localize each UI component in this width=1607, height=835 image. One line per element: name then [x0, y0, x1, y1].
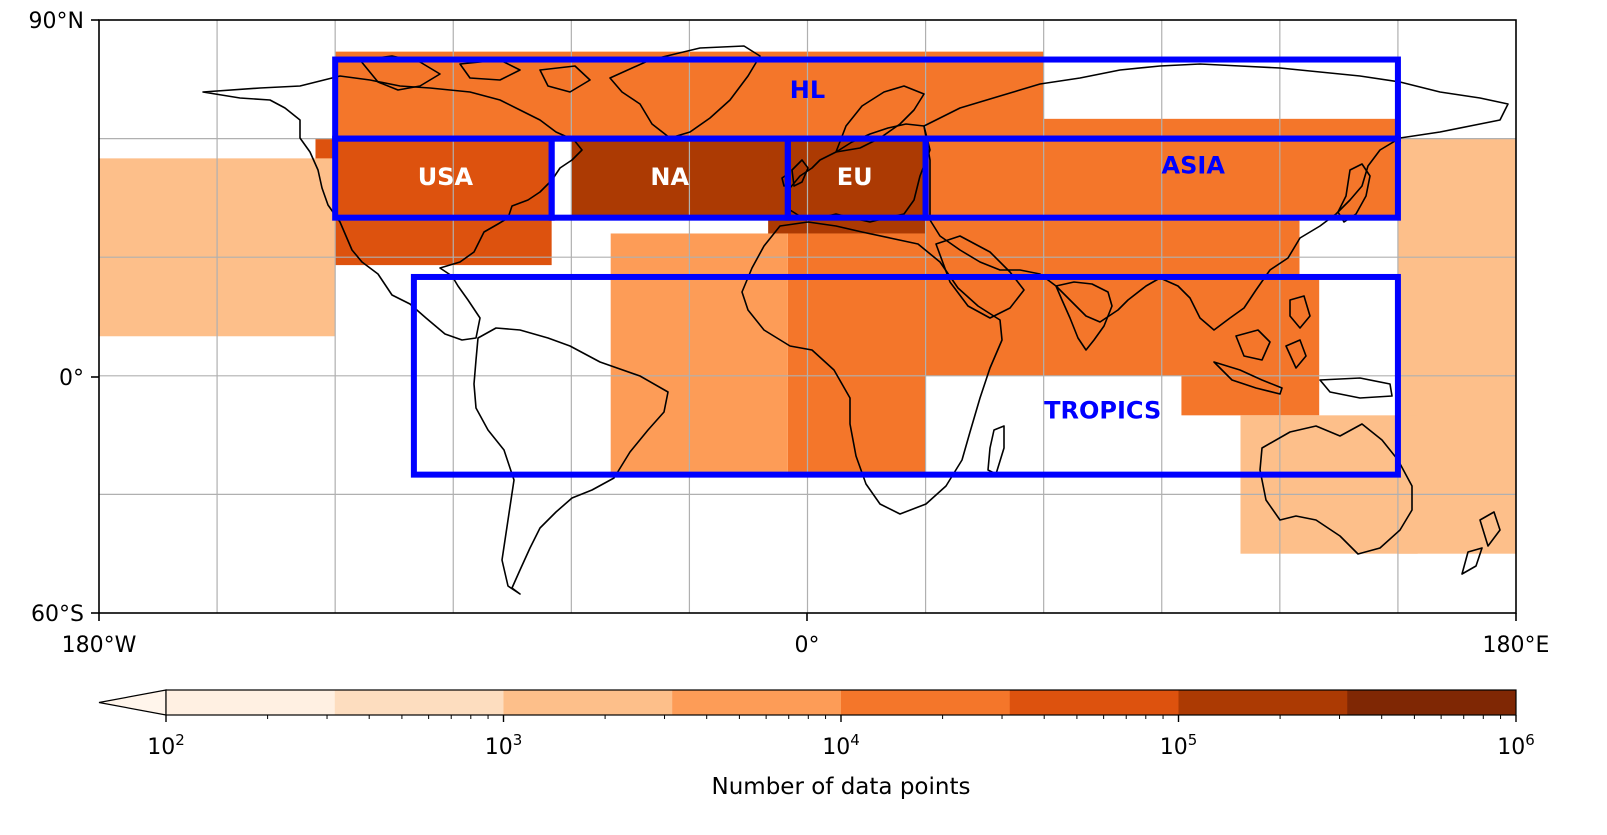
colorbar-bin — [166, 690, 336, 715]
heat-cell-europe-south-america — [610, 233, 788, 475]
region-label-usa: USA — [418, 163, 474, 191]
coastline-indonesia — [1213, 295, 1393, 399]
colorbar-tick-exponent: 6 — [1525, 731, 1535, 749]
colorbar-tick-exponent: 2 — [175, 731, 185, 749]
colorbar-tick-label-3: 105 — [1160, 731, 1198, 760]
heat-cell-australia — [1240, 415, 1418, 554]
x-tick-label-180w: 180°W — [62, 633, 137, 658]
coastline-africa — [741, 221, 1003, 515]
coastline-australia — [1259, 423, 1413, 555]
colorbar-tick-base: 10 — [1160, 735, 1188, 760]
colorbar-tick-base: 10 — [147, 735, 175, 760]
colorbar-tick-labels: 102 103 104 105 106 — [147, 731, 1535, 760]
y-tick-label-90n: 90°N — [29, 9, 84, 34]
coastline-south-america — [473, 327, 669, 595]
colorbar-tick-base: 10 — [485, 735, 513, 760]
axis-tick-labels: 90°N 0° 60°S 180°W 0° 180°E — [29, 9, 1550, 658]
region-box-tropics — [410, 273, 1401, 478]
colorbar-tick-exponent: 4 — [850, 731, 860, 749]
coastline-asia — [923, 63, 1509, 331]
colorbar-tick-label-1: 103 — [485, 731, 523, 760]
x-tick-label-180e: 180°E — [1483, 633, 1550, 658]
colorbar-bin — [841, 690, 1011, 715]
colorbar-bin — [1009, 690, 1179, 715]
colorbar-extend-min — [98, 689, 167, 716]
colorbar-tick-exponent: 3 — [513, 731, 523, 749]
colorbar-tick-base: 10 — [822, 735, 850, 760]
coastline-new-zealand — [1461, 511, 1501, 575]
heat-cell-north-atlantic-corridor — [571, 138, 788, 218]
colorbar-bins — [98, 689, 1517, 716]
colorbar-bin — [503, 690, 673, 715]
y-tick-label-60s: 60°S — [31, 602, 84, 627]
coastline-north-america — [202, 75, 583, 341]
colorbar-minor-ticks — [267, 715, 1502, 719]
coastline-india — [1055, 281, 1113, 351]
coastline-japan — [1337, 163, 1371, 223]
region-box-asia — [922, 135, 1401, 221]
colorbar: 102 103 104 105 106 Number of data points — [98, 689, 1535, 800]
coastline-greenland — [609, 45, 761, 139]
colorbar-tick-label-4: 106 — [1497, 731, 1535, 760]
colorbar-bin — [1347, 690, 1517, 715]
map-panel: HL USA NA EU ASIA TROPICS — [98, 19, 1517, 614]
axis-ticks — [91, 19, 1517, 621]
colorbar-bin — [672, 690, 842, 715]
colorbar-label: Number of data points — [712, 774, 971, 800]
x-tick-label-0: 0° — [795, 633, 820, 658]
colorbar-bin — [334, 690, 504, 715]
y-tick-label-0: 0° — [59, 366, 84, 391]
coastline-arabia — [935, 235, 1025, 319]
colorbar-tick-label-0: 102 — [147, 731, 185, 760]
heat-cell-us-domestic — [315, 138, 552, 266]
region-label-hl: HL — [790, 76, 825, 104]
colorbar-major-ticks — [165, 715, 1517, 722]
colorbar-tick-base: 10 — [1497, 735, 1525, 760]
heat-cell-southeast-asia — [1181, 276, 1320, 416]
colorbar-bin — [1178, 690, 1348, 715]
colorbar-tick-exponent: 5 — [1188, 731, 1198, 749]
region-label-na: NA — [650, 163, 689, 191]
region-label-tropics: TROPICS — [1044, 396, 1161, 424]
region-boxes: HL USA NA EU ASIA TROPICS — [332, 56, 1401, 478]
region-label-eu: EU — [837, 163, 873, 191]
heat-cell-europe-africa — [787, 233, 926, 475]
colorbar-tick-label-2: 104 — [822, 731, 860, 760]
region-label-asia: ASIA — [1162, 151, 1226, 179]
coastlines — [202, 45, 1509, 595]
